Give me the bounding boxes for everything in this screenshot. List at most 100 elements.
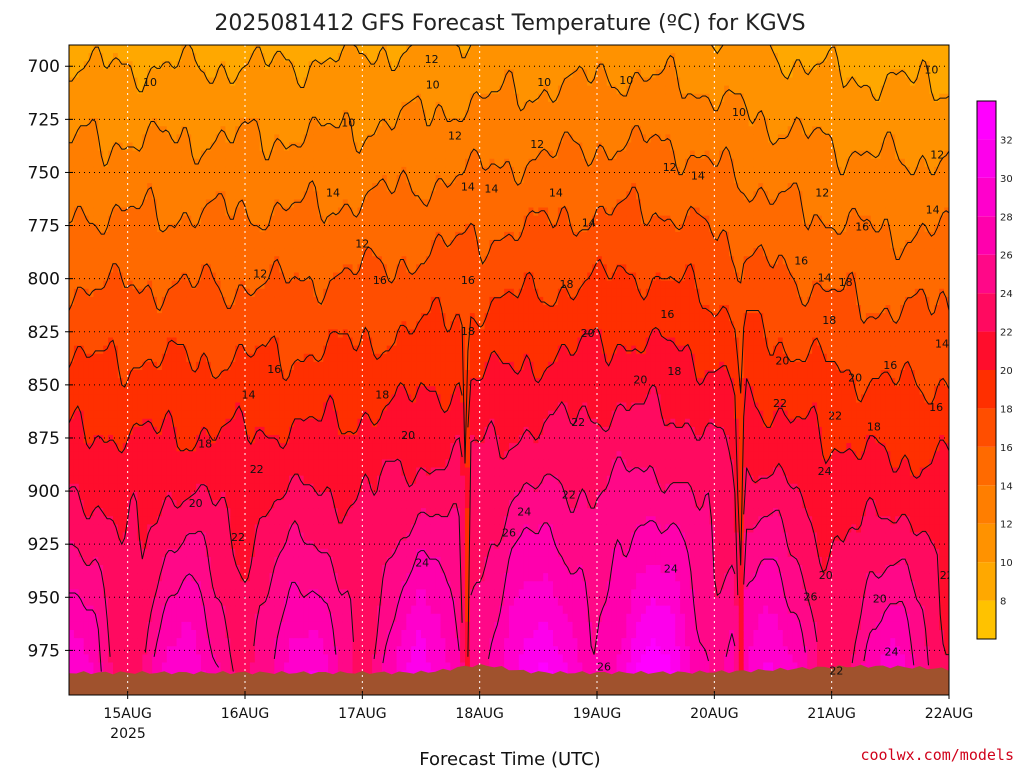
field-cell	[78, 386, 85, 395]
field-cell	[230, 353, 236, 363]
field-cell	[98, 500, 104, 509]
field-cell	[83, 345, 90, 355]
field-cell	[298, 53, 305, 62]
field-cell	[347, 508, 354, 517]
field-cell	[240, 337, 246, 347]
field-cell	[157, 435, 163, 444]
field-cell	[78, 264, 85, 274]
field-cell	[93, 556, 99, 566]
field-cell	[166, 150, 173, 160]
field-cell	[201, 118, 207, 127]
field-cell	[367, 353, 373, 363]
field-cell	[333, 556, 339, 566]
field-cell	[83, 613, 90, 623]
field-cell	[235, 166, 241, 176]
field-cell	[230, 451, 236, 460]
field-cell	[181, 662, 187, 672]
field-cell	[313, 248, 319, 257]
field-cell	[367, 256, 373, 265]
field-cell	[171, 150, 178, 160]
field-cell	[88, 85, 95, 95]
field-cell	[293, 288, 300, 298]
field-cell	[201, 540, 207, 550]
field-cell	[308, 69, 315, 79]
field-cell	[210, 467, 217, 477]
field-cell	[347, 467, 354, 477]
field-cell	[69, 150, 75, 160]
field-cell	[352, 426, 359, 436]
field-cell	[298, 500, 305, 509]
field-cell	[181, 491, 187, 501]
field-cell	[293, 589, 300, 599]
field-cell	[142, 231, 148, 241]
field-cell	[289, 459, 295, 469]
field-cell	[122, 410, 129, 420]
field-cell	[176, 581, 183, 590]
field-cell	[88, 191, 95, 200]
field-cell	[113, 589, 119, 599]
field-cell	[333, 410, 339, 420]
field-cell	[308, 321, 315, 330]
field-cell	[157, 556, 163, 566]
field-cell	[264, 459, 271, 469]
field-cell	[333, 386, 339, 395]
field-cell	[161, 93, 168, 103]
field-cell	[269, 166, 275, 176]
field-cell	[69, 378, 75, 387]
field-cell	[298, 93, 305, 103]
field-cell	[357, 110, 363, 119]
field-cell	[186, 93, 192, 103]
field-cell	[103, 443, 109, 452]
field-cell	[210, 483, 217, 493]
field-cell	[342, 548, 349, 558]
field-cell	[274, 53, 280, 62]
field-cell	[196, 256, 202, 265]
field-cell	[254, 101, 261, 111]
field-cell	[308, 394, 315, 404]
field-cell	[196, 191, 202, 200]
field-cell	[152, 459, 158, 469]
field-cell	[274, 69, 280, 79]
field-cell	[88, 280, 95, 290]
field-cell	[157, 548, 163, 558]
field-cell	[122, 394, 129, 404]
field-cell	[113, 215, 119, 225]
field-cell	[137, 142, 143, 152]
field-cell	[352, 248, 359, 257]
field-cell	[108, 516, 114, 525]
field-cell	[205, 483, 212, 493]
field-cell	[303, 475, 310, 485]
field-cell	[298, 215, 305, 225]
field-cell	[274, 467, 280, 477]
field-cell	[137, 77, 143, 87]
field-cell	[88, 589, 95, 599]
field-cell	[205, 451, 212, 460]
field-cell	[166, 402, 173, 412]
field-cell	[113, 426, 119, 436]
field-cell	[215, 654, 222, 664]
field-cell	[274, 110, 280, 119]
field-cell	[88, 654, 95, 664]
field-cell	[166, 532, 173, 542]
field-cell	[274, 378, 280, 387]
field-cell	[372, 118, 378, 127]
field-cell	[152, 191, 158, 200]
field-cell	[240, 491, 246, 501]
field-cell	[93, 85, 99, 95]
field-cell	[220, 175, 227, 184]
field-cell	[362, 158, 368, 168]
field-cell	[132, 61, 139, 70]
field-cell	[83, 589, 90, 599]
field-cell	[210, 605, 217, 615]
field-cell	[210, 540, 217, 550]
field-cell	[254, 353, 261, 363]
field-cell	[147, 150, 153, 160]
field-cell	[166, 166, 173, 176]
field-cell	[279, 378, 285, 387]
field-cell	[298, 296, 305, 306]
field-cell	[323, 183, 329, 192]
field-cell	[103, 378, 109, 387]
field-cell	[215, 361, 222, 371]
field-cell	[98, 313, 104, 322]
field-cell	[293, 280, 300, 290]
